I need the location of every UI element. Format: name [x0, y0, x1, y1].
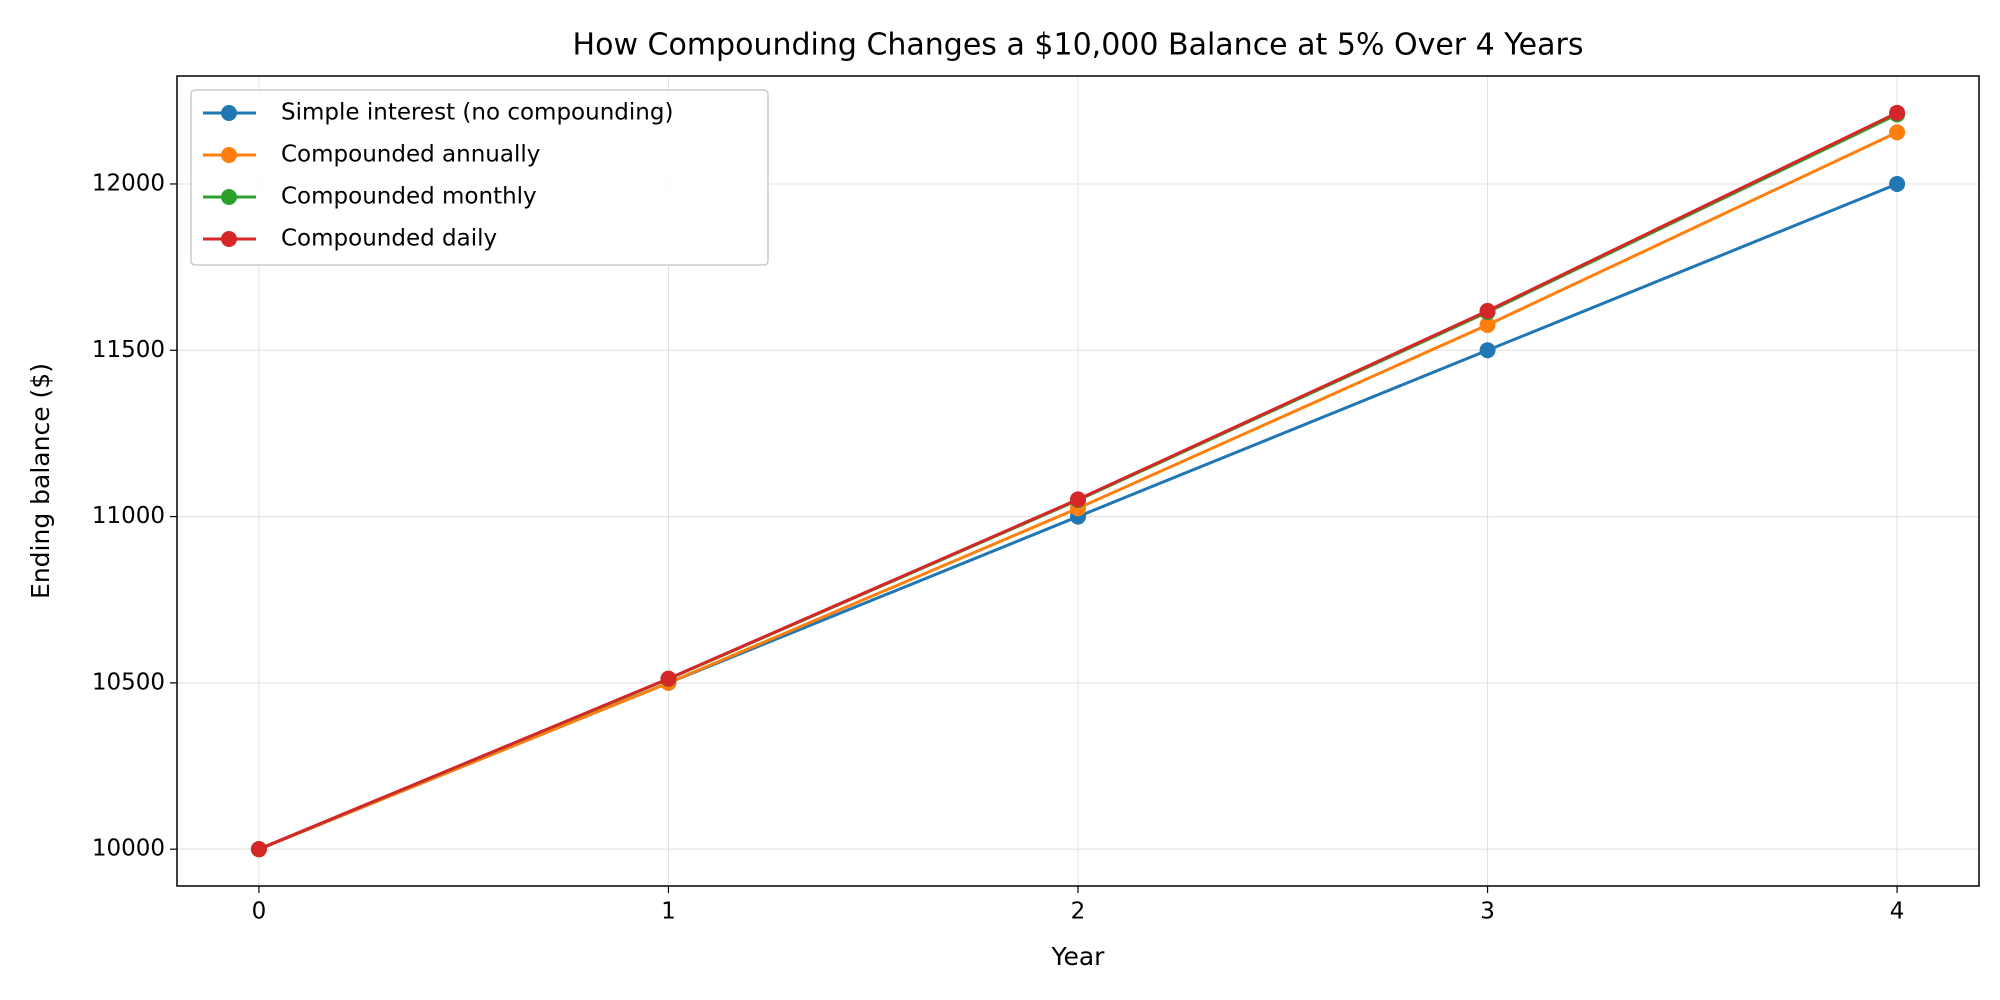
y-tick-label: 11000	[92, 503, 165, 529]
data-point	[1889, 104, 1906, 121]
x-tick-label: 3	[1480, 899, 1495, 925]
data-point	[1479, 342, 1496, 359]
data-point	[660, 670, 677, 687]
data-point	[250, 841, 267, 858]
data-point	[1479, 302, 1496, 319]
y-tick-label: 10000	[92, 836, 165, 862]
x-tick-label: 2	[1071, 899, 1086, 925]
data-point	[1479, 316, 1496, 333]
plot-frame	[176, 75, 1980, 887]
legend-marker	[221, 105, 237, 121]
y-tick-label: 10500	[92, 669, 165, 695]
chart-title: How Compounding Changes a $10,000 Balanc…	[573, 28, 1584, 63]
x-tick-label: 4	[1890, 899, 1905, 925]
x-tick-label: 1	[661, 899, 676, 925]
x-axis-label: Year	[1051, 942, 1106, 971]
legend-box	[190, 89, 769, 266]
data-point	[1070, 491, 1086, 508]
y-tick-label: 12000	[92, 170, 165, 196]
legend-label: Simple interest (no compounding)	[281, 100, 673, 126]
legend-marker	[221, 231, 237, 247]
legend-label: Compounded daily	[281, 226, 497, 252]
legend-label: Compounded annually	[281, 142, 540, 168]
legend-marker	[221, 147, 237, 163]
data-point	[1889, 175, 1906, 192]
legend-marker	[221, 189, 237, 205]
data-point	[1889, 124, 1906, 141]
x-tick-label: 0	[252, 899, 267, 925]
y-axis-label: Ending balance ($)	[26, 363, 55, 599]
y-tick-label: 11500	[92, 337, 165, 363]
legend-label: Compounded monthly	[281, 184, 537, 210]
